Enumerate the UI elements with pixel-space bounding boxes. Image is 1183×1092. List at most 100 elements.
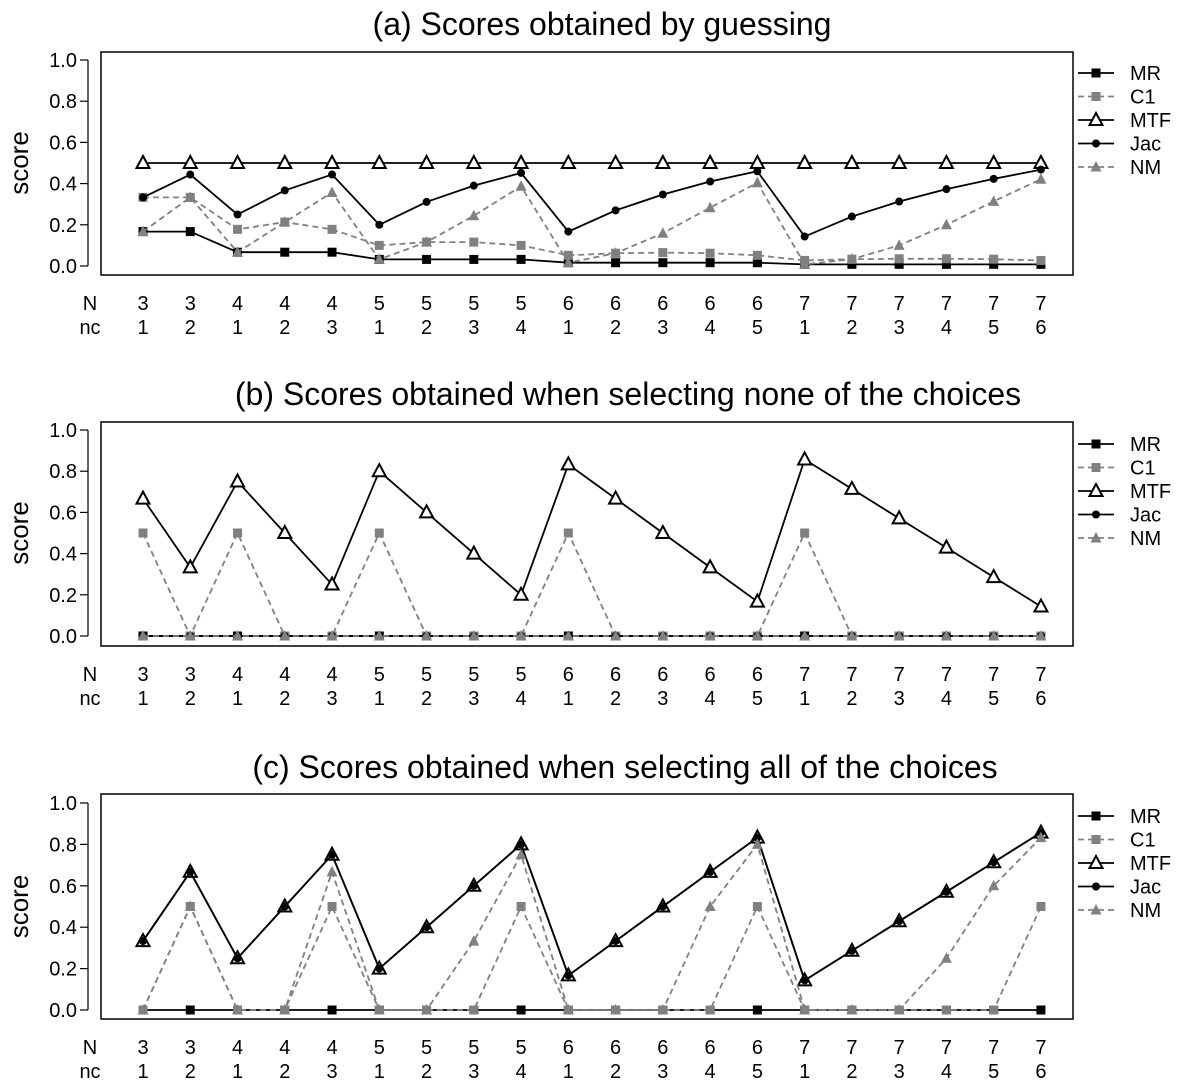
legend-label: NM: [1130, 900, 1161, 922]
data-point: [375, 220, 384, 229]
data-point: [468, 935, 480, 946]
chart-panel-3: (c) Scores obtained when selecting all o…: [4, 749, 1171, 1083]
data-point: [846, 1004, 858, 1015]
data-point: [564, 227, 573, 236]
y-tick-label: 0.0: [49, 256, 77, 278]
x-tick-label-n: 3: [137, 293, 148, 315]
data-point: [468, 630, 480, 641]
data-point: [843, 153, 861, 169]
data-point: [373, 253, 385, 264]
data-point: [134, 489, 152, 505]
data-point: [323, 575, 341, 591]
series-line: [143, 196, 1041, 262]
data-point: [422, 197, 431, 206]
series-line: [142, 530, 1041, 639]
y-tick-label: 1.0: [49, 793, 77, 815]
x-tick-label-n: 7: [988, 1037, 999, 1059]
legend-marker: [1091, 92, 1101, 101]
x-tick-label-n: 5: [421, 1037, 432, 1059]
x-tick-label-n: 4: [326, 1037, 337, 1059]
x-tick-label-nc: 3: [894, 317, 905, 339]
data-point: [562, 256, 574, 268]
legend-marker: [1091, 811, 1101, 821]
data-point: [989, 1005, 999, 1015]
data-point: [989, 259, 999, 269]
data-point: [326, 186, 338, 197]
data-point: [988, 195, 1000, 206]
data-point: [280, 247, 290, 257]
data-point: [701, 153, 719, 169]
x-tick-label-n: 6: [752, 664, 763, 686]
x-tick-label-nc: 3: [326, 688, 337, 710]
data-point: [186, 867, 195, 876]
x-tick-label-nc: 5: [988, 688, 999, 710]
x-row-label-nc: nc: [79, 688, 100, 710]
x-tick-label-nc: 2: [846, 1061, 857, 1083]
x-tick-label-nc: 1: [374, 1061, 385, 1083]
data-point: [894, 254, 904, 264]
data-point: [327, 902, 337, 911]
x-tick-label-n: 7: [799, 1037, 810, 1059]
y-tick-label: 1.0: [49, 50, 77, 72]
x-row-label-n: N: [83, 664, 97, 686]
data-point: [989, 174, 998, 183]
data-point: [422, 923, 431, 932]
x-tick-label-nc: 1: [232, 1061, 243, 1083]
data-point: [184, 630, 196, 641]
legend-marker: [1090, 532, 1102, 543]
data-point: [751, 838, 763, 849]
legend-marker: [1092, 882, 1100, 891]
x-row-label-nc: nc: [79, 317, 100, 339]
data-point: [469, 181, 478, 190]
data-point: [516, 240, 526, 250]
data-point: [989, 858, 998, 867]
y-axis: 0.0 0.2 0.4 0.6 0.8 1.0 score: [4, 50, 89, 278]
data-point: [184, 900, 196, 911]
data-point: [895, 197, 904, 206]
x-tick-label-n: 3: [185, 664, 196, 686]
data-point: [894, 259, 904, 269]
data-point: [233, 224, 243, 234]
data-point: [232, 246, 244, 257]
data-point: [843, 479, 861, 495]
data-point: [1032, 597, 1050, 613]
data-point: [422, 254, 432, 264]
series-line: [143, 230, 1041, 266]
x-tick-label-n: 7: [846, 293, 857, 315]
x-tick-label-n: 5: [374, 1037, 385, 1059]
data-point: [469, 237, 479, 247]
data-point: [326, 865, 338, 877]
data-point: [941, 1005, 951, 1015]
data-point: [229, 472, 246, 488]
data-point: [1035, 630, 1047, 641]
chart-panel-1: (a) Scores obtained by guessing 0.0 0.2 0.4…: [4, 6, 1171, 339]
data-point: [941, 254, 951, 264]
data-point: [371, 153, 388, 169]
data-point: [657, 630, 669, 641]
x-tick-label-nc: 4: [941, 688, 952, 710]
data-point: [985, 153, 1002, 169]
data-point: [610, 1004, 622, 1015]
x-tick-label-n: 3: [137, 1037, 148, 1059]
legend-label: MR: [1130, 63, 1161, 85]
data-point: [607, 153, 624, 169]
series-mtf: [134, 823, 1050, 987]
legend-marker: [1091, 835, 1101, 844]
x-tick-label-n: 5: [421, 293, 432, 315]
data-point: [469, 254, 479, 264]
x-tick-label-nc: 6: [1035, 1061, 1046, 1083]
series-jac: [139, 165, 1045, 241]
x-tick-label-n: 7: [941, 664, 952, 686]
data-point: [988, 879, 1000, 891]
data-point: [1036, 165, 1045, 174]
data-point: [233, 954, 242, 963]
data-point: [942, 185, 951, 194]
legend-marker: [1092, 510, 1100, 519]
y-tick-label: 0.0: [49, 626, 77, 648]
data-point: [705, 258, 715, 268]
legend-label: MTF: [1130, 481, 1171, 503]
data-point: [610, 630, 622, 641]
legend-label: MR: [1130, 434, 1161, 456]
